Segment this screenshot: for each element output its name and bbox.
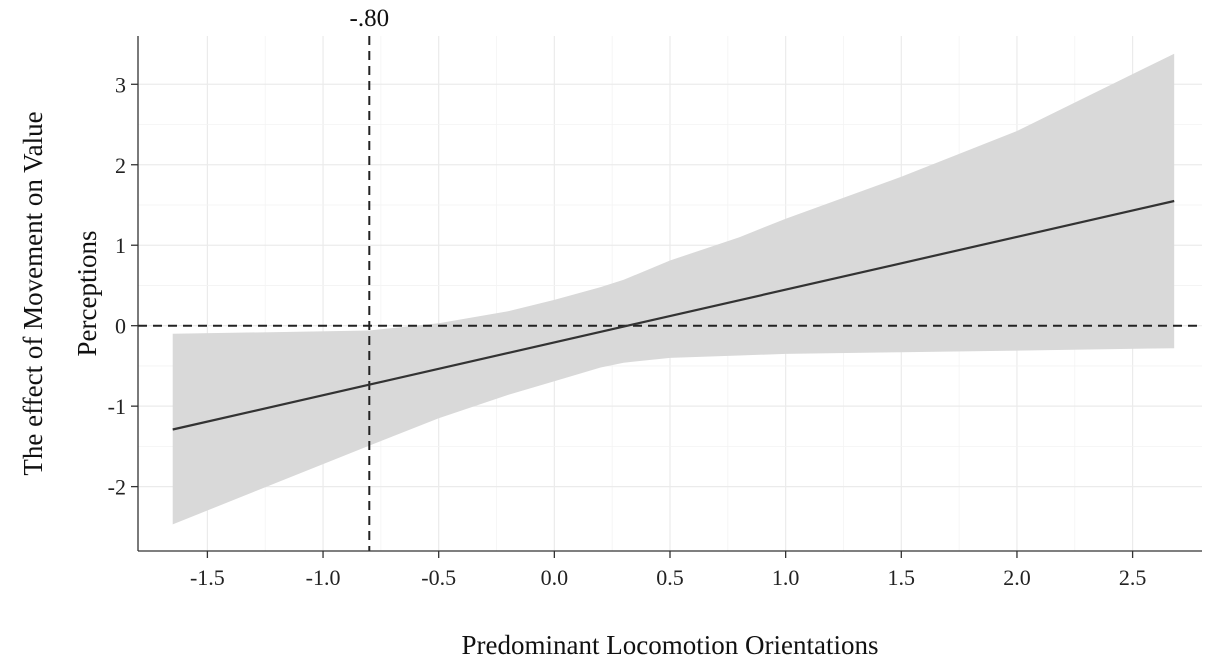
y-tick-label: -2 [108, 475, 126, 500]
regression-line [172, 199, 1175, 431]
y-tick-label: 3 [115, 72, 126, 97]
x-tick-label: -1.5 [190, 565, 225, 590]
x-tick-label: 2.5 [1119, 565, 1147, 590]
y-axis-title-line1: The effect of Movement on Value [18, 111, 48, 475]
y-axis-title-line2: Perceptions [72, 231, 102, 357]
y-tick-label: 1 [115, 233, 126, 258]
x-tick-label: 1.0 [772, 565, 800, 590]
annotation-label: -.80 [350, 5, 390, 32]
x-tick-label: 0.0 [541, 565, 569, 590]
confidence-band [172, 53, 1175, 525]
y-axis-title: The effect of Movement on Value Percepti… [18, 111, 102, 475]
x-tick-label: 2.0 [1003, 565, 1031, 590]
y-tick-label: 2 [115, 153, 126, 178]
y-tick-label: -1 [108, 394, 126, 419]
reference-lines [138, 36, 1202, 551]
tick-labels: -1.5 -1.0 -0.5 0.0 0.5 1.0 1.5 2.0 2.5 -2 -1 0 1 2 3 [108, 72, 1147, 590]
x-tick-label: -0.5 [421, 565, 456, 590]
x-tick-label: -1.0 [306, 565, 341, 590]
regression-lines [172, 199, 1175, 431]
x-tick-label: 1.5 [888, 565, 916, 590]
axes [131, 36, 1202, 558]
x-axis-title: Predominant Locomotion Orientations [462, 630, 879, 660]
x-tick-label: 0.5 [656, 565, 684, 590]
y-tick-label: 0 [115, 314, 126, 339]
